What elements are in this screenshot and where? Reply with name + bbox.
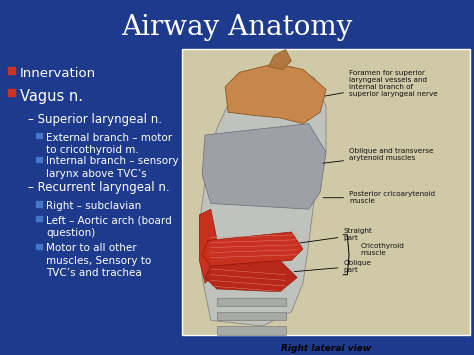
Bar: [36, 133, 42, 138]
Text: Internal branch – sensory
larynx above TVC’s: Internal branch – sensory larynx above T…: [46, 157, 179, 179]
Polygon shape: [202, 124, 326, 209]
Bar: [36, 244, 42, 249]
Text: Foramen for superior
laryngeal vessels and
internal branch of
superior laryngeal: Foramen for superior laryngeal vessels a…: [317, 70, 438, 98]
Polygon shape: [217, 326, 286, 334]
Bar: [8, 67, 15, 74]
Polygon shape: [268, 49, 292, 70]
Text: Motor to all other
muscles, Sensory to
TVC’s and trachea: Motor to all other muscles, Sensory to T…: [46, 244, 151, 278]
Polygon shape: [217, 297, 286, 306]
Polygon shape: [225, 64, 326, 124]
Text: Right – subclavian: Right – subclavian: [46, 201, 141, 211]
Text: Vagus n.: Vagus n.: [20, 89, 83, 104]
Text: – Superior laryngeal n.: – Superior laryngeal n.: [28, 113, 162, 126]
Text: Innervation: Innervation: [20, 67, 96, 80]
Text: Cricothyroid
muscle: Cricothyroid muscle: [361, 242, 404, 256]
Polygon shape: [205, 261, 297, 292]
Text: Posterior cricoarytenoid
muscle: Posterior cricoarytenoid muscle: [323, 191, 435, 204]
Bar: [8, 89, 15, 95]
Bar: [36, 216, 42, 222]
Text: Airway Anatomy: Airway Anatomy: [121, 14, 353, 41]
Polygon shape: [202, 232, 303, 266]
Polygon shape: [199, 67, 326, 326]
Bar: [36, 157, 42, 162]
Text: Oblique and transverse
arytenoid muscles: Oblique and transverse arytenoid muscles: [323, 148, 434, 163]
Polygon shape: [217, 312, 286, 320]
Polygon shape: [199, 209, 217, 283]
Text: Right lateral view: Right lateral view: [281, 344, 371, 354]
Text: Oblique
part: Oblique part: [294, 260, 371, 273]
Bar: [182, 49, 470, 334]
Bar: [36, 201, 42, 207]
Text: External branch – motor
to cricothyroid m.: External branch – motor to cricothyroid …: [46, 133, 172, 155]
Text: Straight
part: Straight part: [300, 228, 372, 243]
Text: – Recurrent laryngeal n.: – Recurrent laryngeal n.: [28, 181, 170, 194]
Text: Left – Aortic arch (board
question): Left – Aortic arch (board question): [46, 216, 172, 238]
